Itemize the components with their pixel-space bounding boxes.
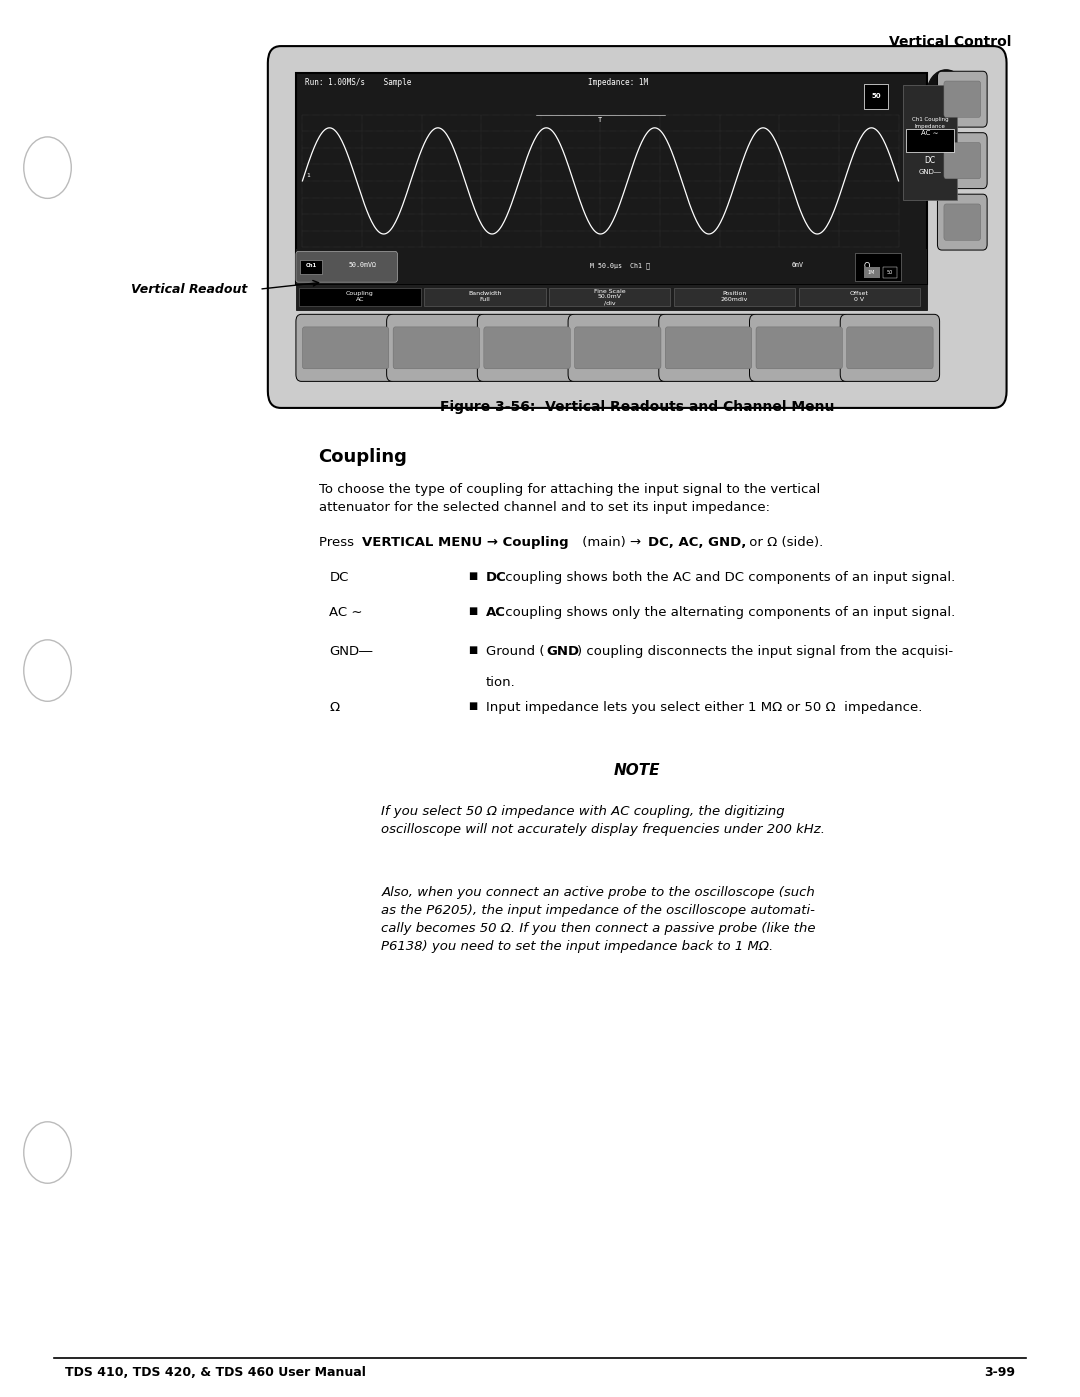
Bar xyxy=(296,73,927,284)
Text: Fine Scale
50.0mV
/div: Fine Scale 50.0mV /div xyxy=(594,289,625,305)
Text: DC: DC xyxy=(486,571,507,584)
Bar xyxy=(855,253,901,281)
Text: Coupling
AC: Coupling AC xyxy=(346,292,374,302)
Text: coupling shows only the alternating components of an input signal.: coupling shows only the alternating comp… xyxy=(501,606,955,619)
Text: DC: DC xyxy=(329,571,349,584)
Text: Ω: Ω xyxy=(864,263,870,271)
Bar xyxy=(424,288,545,306)
Text: ) coupling disconnects the input signal from the acquisi-: ) coupling disconnects the input signal … xyxy=(577,645,953,658)
Text: or Ω (side).: or Ω (side). xyxy=(745,536,823,549)
Text: Offset
0 V: Offset 0 V xyxy=(850,292,868,302)
Text: If you select 50 Ω impedance with AC coupling, the digitizing
oscilloscope will : If you select 50 Ω impedance with AC cou… xyxy=(381,805,825,835)
FancyBboxPatch shape xyxy=(296,314,395,381)
Text: Run: 1.00MS/s    Sample: Run: 1.00MS/s Sample xyxy=(305,78,410,87)
FancyBboxPatch shape xyxy=(302,327,389,369)
FancyBboxPatch shape xyxy=(296,251,397,282)
Bar xyxy=(798,288,920,306)
Text: 3-99: 3-99 xyxy=(984,1366,1015,1379)
Bar xyxy=(906,129,954,152)
Text: Vertical Readout: Vertical Readout xyxy=(131,282,247,296)
FancyBboxPatch shape xyxy=(937,71,987,127)
Text: Ground (: Ground ( xyxy=(486,645,544,658)
Text: 50: 50 xyxy=(872,94,880,99)
Bar xyxy=(883,267,897,278)
FancyBboxPatch shape xyxy=(937,194,987,250)
Text: GND―: GND― xyxy=(918,169,942,175)
Bar xyxy=(903,85,957,200)
Text: DC, AC, GND,: DC, AC, GND, xyxy=(648,536,746,549)
Text: 50: 50 xyxy=(887,270,893,275)
Bar xyxy=(299,288,421,306)
Bar xyxy=(864,267,880,278)
FancyBboxPatch shape xyxy=(750,314,849,381)
Text: Ω: Ω xyxy=(329,701,339,714)
Text: 1M: 1M xyxy=(868,270,875,275)
Text: Impedance: 1M: Impedance: 1M xyxy=(588,78,648,87)
Text: T: T xyxy=(598,117,603,123)
Text: Input impedance lets you select either 1 MΩ or 50 Ω  impedance.: Input impedance lets you select either 1… xyxy=(486,701,922,714)
Text: 1: 1 xyxy=(307,173,310,177)
FancyBboxPatch shape xyxy=(944,81,981,117)
Text: AC: AC xyxy=(486,606,505,619)
Text: Press: Press xyxy=(319,536,357,549)
Bar xyxy=(864,84,888,109)
Text: Also, when you connect an active probe to the oscilloscope (such
as the P6205), : Also, when you connect an active probe t… xyxy=(381,886,815,953)
FancyBboxPatch shape xyxy=(665,327,752,369)
Text: M 50.0μs  Ch1 ∯: M 50.0μs Ch1 ∯ xyxy=(590,263,650,268)
Text: ■: ■ xyxy=(468,701,477,711)
FancyBboxPatch shape xyxy=(387,314,486,381)
Bar xyxy=(296,284,927,310)
Circle shape xyxy=(24,137,71,198)
Text: Ch1: Ch1 xyxy=(306,263,316,268)
FancyBboxPatch shape xyxy=(659,314,758,381)
Text: Vertical Control: Vertical Control xyxy=(889,35,1012,49)
FancyBboxPatch shape xyxy=(484,327,570,369)
FancyBboxPatch shape xyxy=(575,327,661,369)
Text: TDS 410, TDS 420, & TDS 460 User Manual: TDS 410, TDS 420, & TDS 460 User Manual xyxy=(65,1366,366,1379)
Text: coupling shows both the AC and DC components of an input signal.: coupling shows both the AC and DC compon… xyxy=(501,571,955,584)
Text: 6mV: 6mV xyxy=(792,263,805,268)
Text: (main) →: (main) → xyxy=(578,536,645,549)
FancyBboxPatch shape xyxy=(393,327,480,369)
FancyBboxPatch shape xyxy=(568,314,667,381)
Bar xyxy=(300,260,322,274)
FancyBboxPatch shape xyxy=(944,204,981,240)
Text: ■: ■ xyxy=(468,645,477,655)
Text: Ch1 Coupling
Impedance: Ch1 Coupling Impedance xyxy=(912,117,948,129)
FancyBboxPatch shape xyxy=(756,327,842,369)
Text: Bandwidth
Full: Bandwidth Full xyxy=(468,292,501,302)
Text: ■: ■ xyxy=(468,606,477,616)
Text: NOTE: NOTE xyxy=(613,763,661,778)
Text: AC ∼: AC ∼ xyxy=(329,606,363,619)
Text: ■: ■ xyxy=(468,571,477,581)
FancyBboxPatch shape xyxy=(944,142,981,179)
Circle shape xyxy=(24,640,71,701)
FancyBboxPatch shape xyxy=(937,133,987,189)
Text: To choose the type of coupling for attaching the input signal to the vertical
at: To choose the type of coupling for attac… xyxy=(319,483,820,514)
Text: AC ∼: AC ∼ xyxy=(921,130,939,136)
Bar xyxy=(296,249,927,284)
Text: GND―: GND― xyxy=(329,645,373,658)
FancyBboxPatch shape xyxy=(840,314,940,381)
Circle shape xyxy=(927,70,966,120)
Text: Position
260mdiv: Position 260mdiv xyxy=(720,292,748,302)
FancyBboxPatch shape xyxy=(847,327,933,369)
Text: Coupling: Coupling xyxy=(319,448,407,467)
Text: VERTICAL MENU → Coupling: VERTICAL MENU → Coupling xyxy=(362,536,568,549)
Text: 50.0mVΩ: 50.0mVΩ xyxy=(349,263,377,268)
Text: GND: GND xyxy=(546,645,580,658)
FancyBboxPatch shape xyxy=(477,314,577,381)
Circle shape xyxy=(24,1122,71,1183)
FancyBboxPatch shape xyxy=(268,46,1007,408)
Bar xyxy=(549,288,671,306)
Text: Figure 3-56:  Vertical Readouts and Channel Menu: Figure 3-56: Vertical Readouts and Chann… xyxy=(440,400,835,414)
Bar xyxy=(674,288,795,306)
Text: DC: DC xyxy=(924,156,935,165)
Text: tion.: tion. xyxy=(486,676,516,689)
